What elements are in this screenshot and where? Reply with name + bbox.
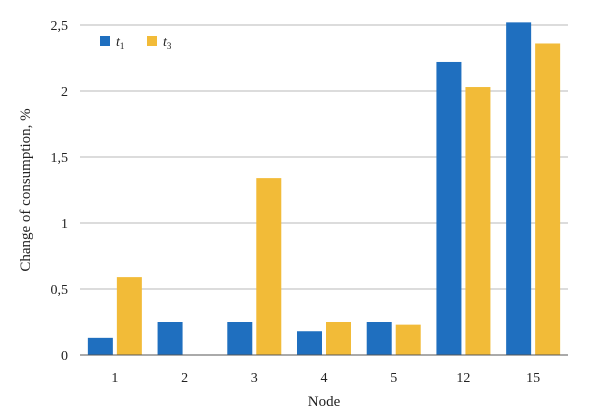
y-tick-label: 1,5 [51, 151, 69, 166]
x-tick-label: 15 [526, 371, 540, 386]
bar-t3-node-15 [535, 43, 561, 355]
bar-t3-node-5 [395, 324, 421, 355]
bar-t1-node-4 [297, 331, 322, 355]
bar-t1-node-15 [506, 22, 532, 356]
x-tick-label: 5 [390, 371, 397, 386]
x-tick-label: 1 [111, 371, 118, 386]
bar-t1-node-3 [227, 322, 253, 355]
y-tick-label: 2,5 [51, 19, 69, 34]
x-tick-label: 4 [321, 371, 328, 386]
bar-t3-node-1 [116, 277, 142, 355]
bar-t1-node-5 [366, 322, 392, 355]
bar-t3-node-4 [326, 322, 351, 355]
bars [87, 22, 561, 356]
x-tick-label: 2 [181, 371, 188, 386]
y-tick-label: 0,5 [51, 283, 69, 298]
y-tick-labels: 0 0,5 1 1,5 2 2,5 [51, 19, 69, 364]
x-axis-title: Node [308, 394, 341, 410]
legend-swatch [147, 36, 157, 46]
x-tick-label: 12 [456, 371, 470, 386]
gridlines [80, 24, 568, 290]
x-tick-label: 3 [251, 371, 258, 386]
bar-t3-node-12 [465, 87, 491, 355]
bar-t3-node-3 [256, 178, 282, 355]
legend-swatch [100, 36, 110, 46]
legend-label: t3 [163, 35, 172, 51]
y-tick-label: 2 [61, 85, 68, 100]
x-tick-labels: 1 2 3 4 5 12 15 [111, 371, 540, 386]
bar-t1-node-2 [157, 322, 183, 355]
bar-t1-node-1 [87, 337, 113, 355]
y-tick-label: 0 [61, 349, 68, 364]
y-tick-label: 1 [61, 217, 68, 232]
y-axis-title: Change of consumption, % [18, 108, 34, 271]
legend: t1 t3 [100, 35, 172, 51]
bar-t1-node-12 [436, 61, 462, 356]
legend-label: t1 [116, 35, 124, 51]
